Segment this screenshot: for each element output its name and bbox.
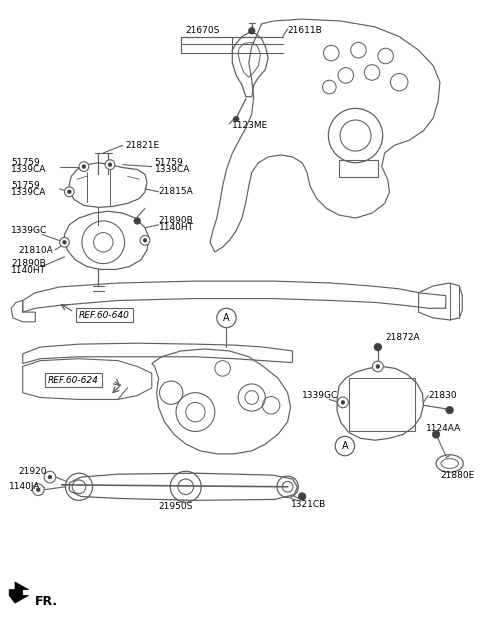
Text: 21880E: 21880E	[440, 471, 474, 480]
Text: 1339CA: 1339CA	[11, 165, 47, 174]
Circle shape	[143, 239, 147, 242]
Circle shape	[374, 343, 382, 351]
Text: 1123ME: 1123ME	[232, 122, 269, 130]
Circle shape	[233, 116, 239, 122]
Text: 21670S: 21670S	[186, 26, 220, 35]
Text: 1339CA: 1339CA	[11, 188, 47, 197]
Circle shape	[446, 406, 454, 414]
Text: 51759: 51759	[11, 182, 40, 191]
Text: 1321CB: 1321CB	[290, 499, 326, 509]
Circle shape	[337, 397, 348, 408]
Circle shape	[372, 361, 383, 372]
Circle shape	[33, 484, 44, 496]
Circle shape	[36, 488, 40, 492]
Bar	[339, 160, 378, 177]
Text: REF.60-640: REF.60-640	[79, 311, 130, 320]
Polygon shape	[9, 582, 28, 603]
Circle shape	[376, 365, 380, 368]
Circle shape	[298, 492, 306, 500]
Text: FR.: FR.	[36, 595, 59, 608]
Text: 21890B: 21890B	[158, 216, 193, 225]
Text: A: A	[342, 441, 348, 451]
Circle shape	[67, 190, 71, 194]
Text: 21890B: 21890B	[11, 259, 46, 268]
Circle shape	[432, 430, 440, 438]
Text: 21950S: 21950S	[158, 502, 193, 511]
Text: 21830: 21830	[428, 391, 457, 400]
Text: 21920: 21920	[19, 467, 48, 476]
Text: 21810A: 21810A	[19, 246, 54, 254]
Text: 51759: 51759	[11, 158, 40, 167]
Circle shape	[140, 235, 150, 245]
Circle shape	[60, 237, 69, 247]
Circle shape	[79, 162, 89, 172]
Circle shape	[248, 27, 255, 34]
Text: 1124AA: 1124AA	[426, 424, 462, 433]
Text: 21815A: 21815A	[158, 187, 193, 196]
Circle shape	[341, 401, 345, 404]
Text: REF.60-624: REF.60-624	[48, 375, 99, 385]
Circle shape	[48, 475, 52, 479]
Bar	[349, 378, 415, 432]
Text: 21611B: 21611B	[288, 26, 323, 35]
Text: 1140JA: 1140JA	[9, 482, 41, 491]
Circle shape	[134, 218, 141, 224]
Text: 1140HT: 1140HT	[11, 266, 46, 275]
Text: 21821E: 21821E	[126, 141, 160, 150]
Text: 21872A: 21872A	[385, 333, 420, 342]
Circle shape	[62, 241, 66, 244]
Text: 51759: 51759	[155, 158, 183, 167]
Circle shape	[44, 471, 56, 483]
Text: 1339CA: 1339CA	[155, 165, 190, 174]
Text: 1140HT: 1140HT	[158, 223, 193, 232]
Circle shape	[82, 165, 86, 168]
Text: 1339GC: 1339GC	[11, 226, 48, 235]
Circle shape	[108, 163, 112, 166]
Circle shape	[105, 160, 115, 170]
Text: 1339GC: 1339GC	[302, 391, 338, 400]
Text: A: A	[223, 313, 230, 323]
Circle shape	[64, 187, 74, 197]
